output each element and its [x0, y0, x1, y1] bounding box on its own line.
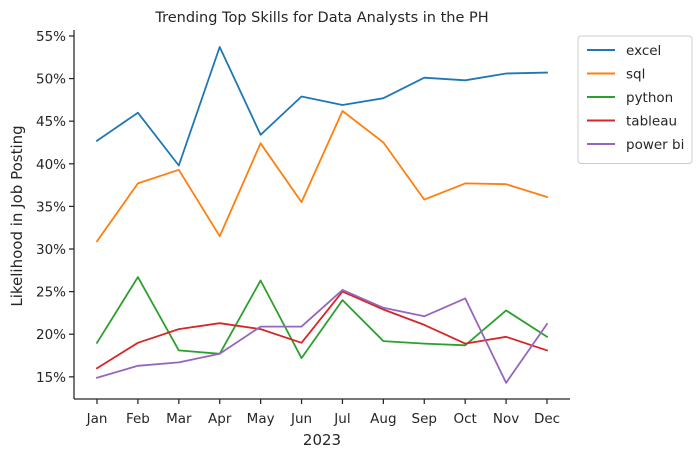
y-tick-label: 45%: [36, 114, 66, 130]
series-line-sql: [95, 110, 549, 243]
y-tick-label: 30%: [36, 242, 66, 258]
x-tick-label: Apr: [208, 411, 232, 427]
y-tick-label: 40%: [36, 157, 66, 173]
series-layer: [95, 46, 549, 384]
legend-item-python: python: [587, 90, 673, 106]
series-line-excel: [95, 46, 548, 167]
legend-item-tableau: tableau: [587, 114, 677, 130]
legend-item-excel: excel: [587, 43, 661, 59]
x-tick-label: Sep: [412, 411, 437, 427]
x-tick-label: Nov: [493, 411, 519, 427]
x-tick-label: Feb: [126, 411, 150, 427]
series-line-power-bi: [95, 288, 549, 384]
x-tick-label: Dec: [534, 411, 560, 427]
legend-box: [577, 35, 693, 164]
y-axis-title: Likelihood in Job Posting: [8, 125, 26, 306]
legend-label: sql: [626, 67, 645, 83]
x-tick-label: Aug: [370, 411, 396, 427]
legend-label: tableau: [626, 114, 677, 130]
x-tick-label: Jun: [290, 411, 312, 427]
y-tick-label: 35%: [36, 199, 66, 215]
chart-title: Trending Top Skills for Data Analysts in…: [154, 10, 488, 26]
y-axis: 15% 20% 25% 30% 35% 40% 45% 50% 55%: [36, 29, 75, 399]
y-tick-label: 20%: [36, 327, 66, 343]
series-line-tableau: [95, 290, 549, 370]
x-tick-label: Jan: [86, 411, 108, 427]
y-tick-label: 15%: [36, 370, 66, 386]
series-line-python: [95, 276, 549, 360]
y-tick-label: 55%: [36, 29, 66, 45]
x-tick-label: May: [247, 411, 275, 427]
x-axis-title: 2023: [303, 431, 341, 449]
x-tick-label: Mar: [166, 411, 192, 427]
x-tick-label: Jul: [333, 411, 350, 427]
legend-label: excel: [626, 43, 661, 59]
legend: excel sql python tableau power bi: [577, 35, 693, 164]
x-tick-label: Oct: [454, 411, 477, 427]
y-tick-label: 50%: [36, 72, 66, 88]
legend-item-power-bi: power bi: [587, 137, 684, 153]
legend-item-sql: sql: [587, 67, 645, 83]
x-axis: Jan Feb Mar Apr May Jun Jul Aug Sep Oct Nov Dec: [74, 398, 570, 427]
y-tick-label: 25%: [36, 285, 66, 301]
legend-label: power bi: [626, 137, 684, 153]
legend-label: python: [626, 90, 673, 106]
